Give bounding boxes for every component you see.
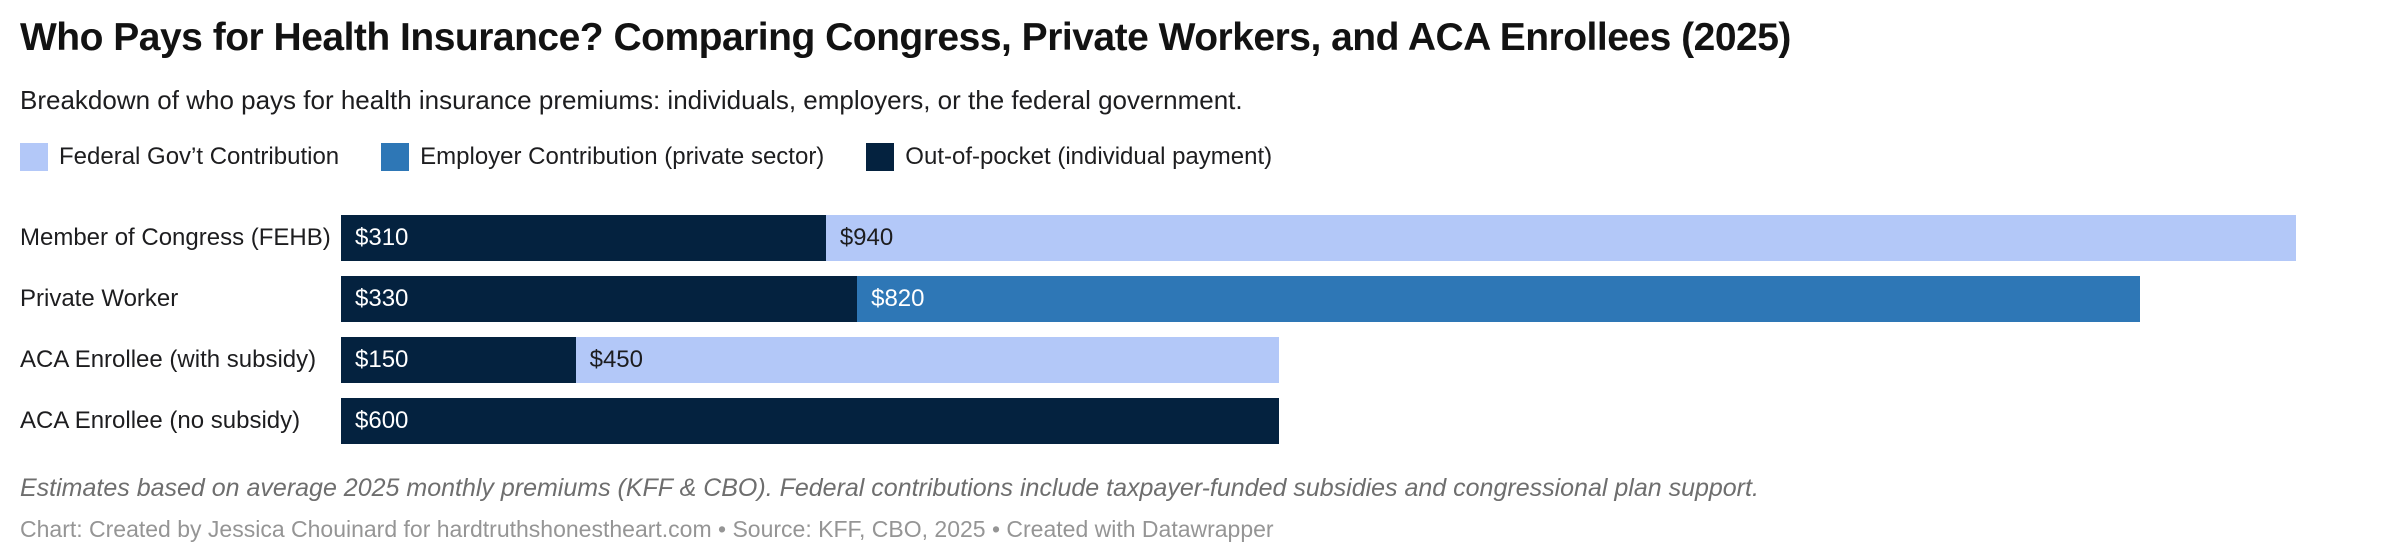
bar-segment-federal[interactable]: $940 <box>825 214 2296 261</box>
chart-row: Member of Congress (FEHB) $310 $940 <box>20 214 2400 261</box>
category-label: Member of Congress (FEHB) <box>20 223 331 251</box>
chart-title: Who Pays for Health Insurance? Comparing… <box>20 16 1791 59</box>
legend-swatch-icon <box>866 142 895 171</box>
bar-segment-federal[interactable]: $450 <box>575 336 1280 383</box>
legend-label: Employer Contribution (private sector) <box>420 142 825 170</box>
bar-segment-out-of-pocket[interactable]: $310 <box>341 214 826 261</box>
bar-track: $310 $940 <box>341 214 2296 261</box>
bar-segment-employer[interactable]: $820 <box>857 275 2140 322</box>
bar-segment-out-of-pocket[interactable]: $150 <box>341 336 576 383</box>
stacked-bar-chart: Member of Congress (FEHB) $310 $940 Private… <box>20 214 2400 444</box>
legend: Federal Gov’t Contribution Employer Contr… <box>20 142 2400 171</box>
legend-item-1: Employer Contribution (private sector) <box>381 142 825 171</box>
category-label: Private Worker <box>20 284 179 312</box>
chart-row: Private Worker $330 $820 <box>20 275 2400 322</box>
category-label: ACA Enrollee (no subsidy) <box>20 406 301 434</box>
chart-row: ACA Enrollee (with subsidy) $150 $450 <box>20 336 2400 383</box>
bar-track: $330 $820 <box>341 275 2296 322</box>
bar-value-label: $600 <box>355 406 409 434</box>
bar-value-label: $940 <box>839 223 894 251</box>
legend-swatch-icon <box>20 142 48 171</box>
bar-track: $600 <box>341 397 2296 444</box>
legend-label: Out-of-pocket (individual payment) <box>905 142 1273 170</box>
legend-item-2: Out-of-pocket (individual payment) <box>866 142 1273 171</box>
bar-segment-out-of-pocket[interactable]: $600 <box>341 397 1280 444</box>
bar-value-label: $330 <box>355 284 409 312</box>
chart-byline: Chart: Created by Jessica Chouinard for … <box>20 515 1274 542</box>
bar-value-label: $150 <box>355 345 409 373</box>
legend-item-0: Federal Gov’t Contribution <box>20 142 340 171</box>
chart-note: Estimates based on average 2025 monthly … <box>20 473 1759 502</box>
bar-value-label: $310 <box>355 223 409 251</box>
bar-value-label: $820 <box>871 284 925 312</box>
chart-subtitle: Breakdown of who pays for health insuran… <box>20 84 1243 115</box>
legend-label: Federal Gov’t Contribution <box>59 142 340 170</box>
chart-row: ACA Enrollee (no subsidy) $600 <box>20 397 2400 444</box>
legend-swatch-icon <box>381 142 410 171</box>
bar-track: $150 $450 <box>341 336 2296 383</box>
bar-segment-out-of-pocket[interactable]: $330 <box>341 275 858 322</box>
category-label: ACA Enrollee (with subsidy) <box>20 345 317 373</box>
bar-value-label: $450 <box>589 345 643 373</box>
